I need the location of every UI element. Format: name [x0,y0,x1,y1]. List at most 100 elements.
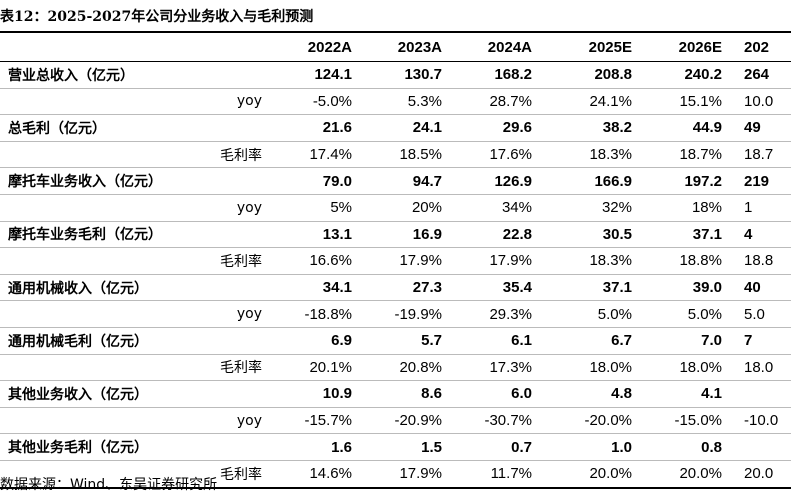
cell: 18% [640,194,730,222]
cell: 18.5% [360,141,450,169]
cell: 240.2 [640,61,730,89]
table-row: 其他业务收入（亿元） 10.9 8.6 6.0 4.8 4.1 [0,380,791,408]
table-row: yoy -15.7% -20.9% -30.7% -20.0% -15.0% -10.0 [0,407,791,435]
cell: 29.3% [450,300,540,328]
cell: 32% [540,194,640,222]
row-label: yoy [0,407,270,435]
cell: 44.9 [640,114,730,142]
cell: 8.6 [360,380,450,408]
empty-cell [730,433,791,461]
cell: 21.6 [270,114,360,142]
cell: -30.7% [450,407,540,435]
cell: 18.0 [730,354,791,382]
row-label: yoy [0,300,270,328]
cell: 29.6 [450,114,540,142]
cell: 14.6% [270,460,360,489]
cell: -18.8% [270,300,360,328]
cell: 35.4 [450,274,540,302]
cell: 40 [730,274,791,302]
cell: 18.8 [730,247,791,275]
row-label: yoy [0,194,270,222]
cell: 20.8% [360,354,450,382]
cell: 28.7% [450,88,540,116]
row-label: 营业总收入（亿元） [0,61,270,89]
cell: 168.2 [450,61,540,89]
cell: 94.7 [360,167,450,195]
source-note: 数据来源：Wind、东吴证券研究所 [0,477,218,491]
cell: 34.1 [270,274,360,302]
cell: 7 [730,327,791,355]
cell: 6.1 [450,327,540,355]
row-label: yoy [0,88,270,116]
empty-cell [730,380,791,408]
cell: 1.6 [270,433,360,461]
column-header: 2026E [640,31,730,62]
cell: 4.1 [640,380,730,408]
cell: 4 [730,221,791,249]
cell: 22.8 [450,221,540,249]
row-label: 其他业务毛利（亿元） [0,433,270,461]
cell: 18.7 [730,141,791,169]
row-label: 其他业务收入（亿元） [0,380,270,408]
table-row: yoy 5% 20% 34% 32% 18% 1 [0,194,791,222]
table-row: yoy -18.8% -19.9% 29.3% 5.0% 5.0% 5.0 [0,300,791,328]
cell: 130.7 [360,61,450,89]
table-row: 总毛利（亿元） 21.6 24.1 29.6 38.2 44.9 49 [0,114,791,142]
cell: 5.0 [730,300,791,328]
cell: 38.2 [540,114,640,142]
cell: 0.7 [450,433,540,461]
cell: 18.7% [640,141,730,169]
cell: 5% [270,194,360,222]
row-label: 总毛利（亿元） [0,114,270,142]
table-row: 毛利率 17.4% 18.5% 17.6% 18.3% 18.7% 18.7 [0,141,791,169]
cell: -20.9% [360,407,450,435]
cell: 5.3% [360,88,450,116]
cell: 5.0% [640,300,730,328]
cell: -20.0% [540,407,640,435]
cell: 15.1% [640,88,730,116]
cell: 18.8% [640,247,730,275]
cell: 1.0 [540,433,640,461]
cell: 197.2 [640,167,730,195]
cell: 18.3% [540,247,640,275]
row-label: 摩托车业务毛利（亿元） [0,221,270,249]
cell: 79.0 [270,167,360,195]
cell: 10.0 [730,88,791,116]
cell: 208.8 [540,61,640,89]
cell: 4.8 [540,380,640,408]
table-row: 摩托车业务收入（亿元） 79.0 94.7 126.9 166.9 197.2 219 [0,167,791,195]
cell: 24.1 [360,114,450,142]
column-header: 2024A [450,31,540,62]
table-row: 通用机械收入（亿元） 34.1 27.3 35.4 37.1 39.0 40 [0,274,791,302]
cell: 30.5 [540,221,640,249]
cell: 1.5 [360,433,450,461]
cell: 13.1 [270,221,360,249]
cell: 17.6% [450,141,540,169]
cell: 1 [730,194,791,222]
cell: 49 [730,114,791,142]
cell: 18.0% [540,354,640,382]
cell: -10.0 [730,407,791,435]
row-label: 毛利率 [0,141,270,169]
cell: 219 [730,167,791,195]
column-header: 2025E [540,31,640,62]
table-title: 表12：2025-2027年公司分业务收入与毛利预测 [0,9,314,25]
column-header: 2023A [360,31,450,62]
table-row: 其他业务毛利（亿元） 1.6 1.5 0.7 1.0 0.8 [0,433,791,461]
cell: 6.9 [270,327,360,355]
cell: 126.9 [450,167,540,195]
cell: 18.0% [640,354,730,382]
cell: 5.7 [360,327,450,355]
cell: 37.1 [640,221,730,249]
cell: 0.8 [640,433,730,461]
row-label: 毛利率 [0,354,270,382]
table-row: yoy -5.0% 5.3% 28.7% 24.1% 15.1% 10.0 [0,88,791,116]
cell: -15.0% [640,407,730,435]
cell: 27.3 [360,274,450,302]
cell: 20.1% [270,354,360,382]
cell: 20.0% [540,460,640,489]
cell: -19.9% [360,300,450,328]
cell: 18.3% [540,141,640,169]
row-label: 摩托车业务收入（亿元） [0,167,270,195]
